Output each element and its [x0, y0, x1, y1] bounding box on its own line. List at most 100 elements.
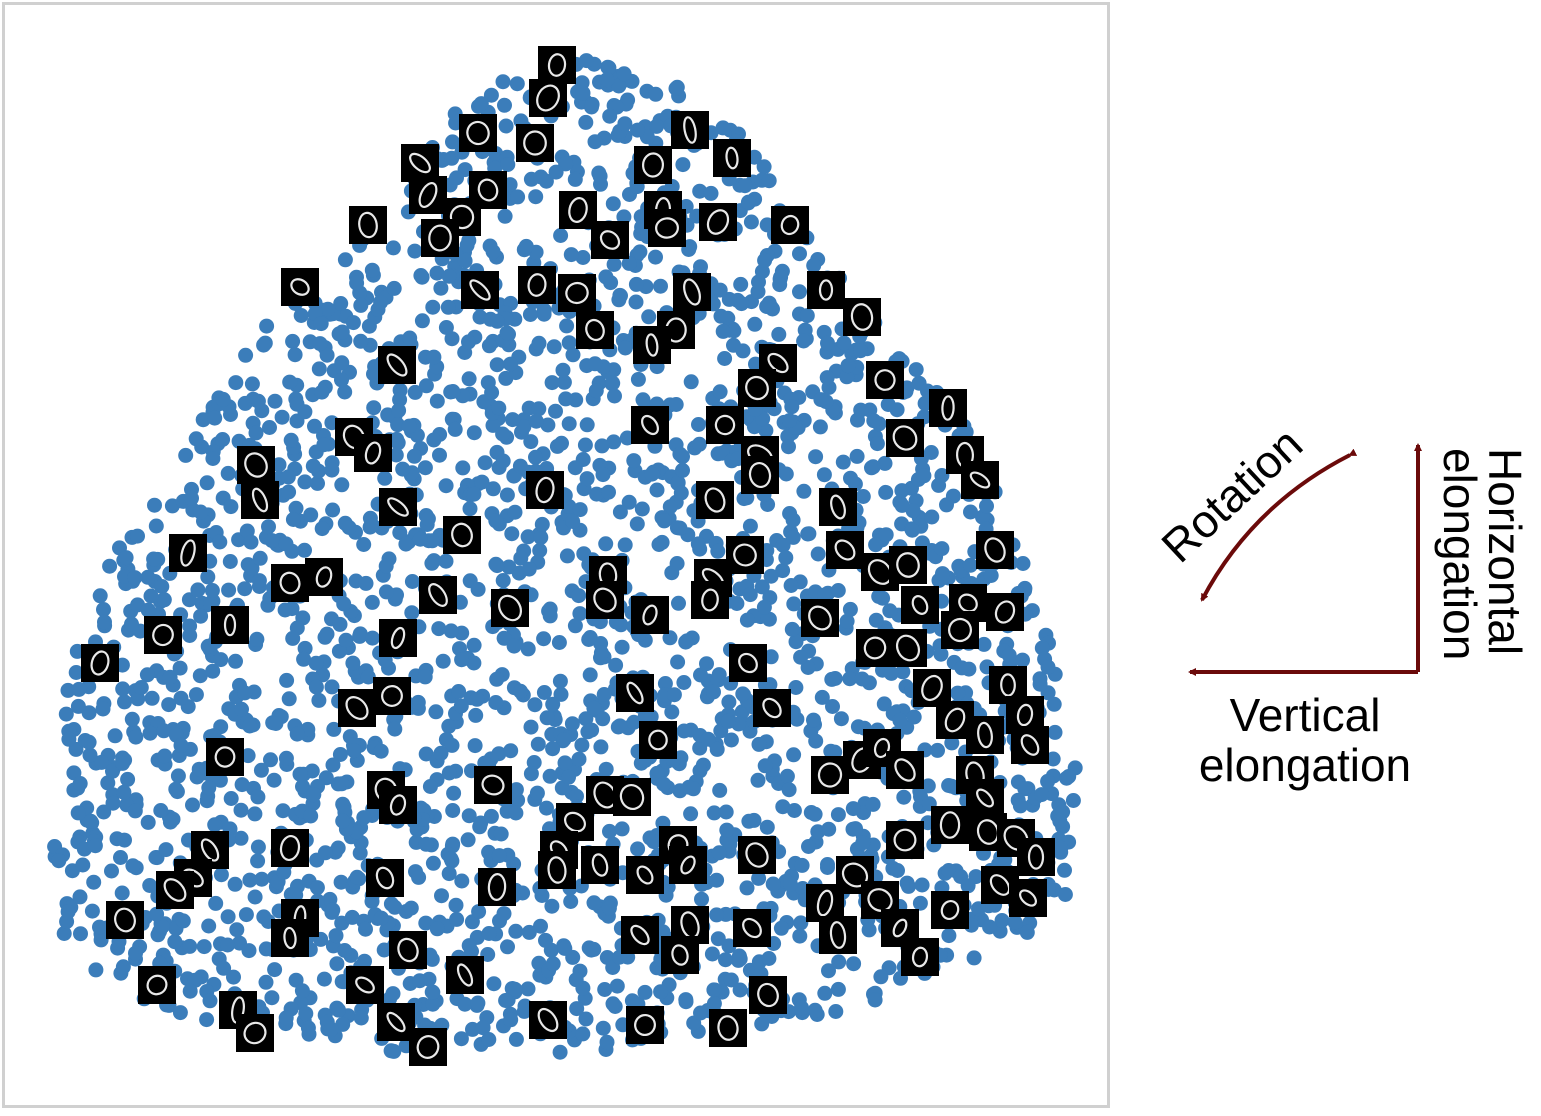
embedding-point	[741, 194, 756, 210]
digit-zero-stroke	[683, 278, 701, 306]
digit-zero-stroke	[636, 865, 654, 885]
embedding-point	[813, 392, 829, 408]
embedding-point	[140, 569, 156, 585]
embedding-point	[655, 924, 671, 940]
embedding-point	[466, 655, 482, 671]
digit-zero-thumbnail	[699, 203, 737, 241]
embedding-point	[609, 978, 625, 994]
embedding-point	[147, 497, 162, 513]
digit-zero-stroke	[163, 878, 187, 902]
digit-zero-stroke	[767, 352, 789, 374]
embedding-point	[741, 813, 757, 829]
embedding-point	[237, 581, 253, 597]
embedding-point	[601, 484, 616, 500]
embedding-point	[683, 806, 699, 822]
embedding-point	[630, 371, 646, 387]
embedding-point	[366, 366, 381, 382]
digit-zero-thumbnail	[819, 916, 857, 954]
embedding-point	[554, 435, 569, 451]
digit-zero-stroke	[892, 918, 908, 938]
digit-zero-thumbnail	[826, 531, 864, 569]
embedding-point	[634, 501, 650, 517]
embedding-point	[833, 711, 849, 727]
embedding-point	[311, 692, 327, 708]
embedding-point	[894, 497, 910, 513]
digit-zero-thumbnail	[373, 677, 411, 715]
digit-zero-thumbnail	[379, 786, 417, 824]
embedding-point	[930, 742, 945, 758]
digit-zero-thumbnail	[378, 346, 416, 384]
embedding-point	[199, 793, 215, 809]
embedding-point	[807, 806, 823, 822]
embedding-point	[324, 679, 340, 695]
digit-zero-thumbnail	[981, 866, 1019, 904]
embedding-point	[602, 823, 617, 839]
embedding-point	[963, 504, 978, 520]
embedding-point	[297, 404, 313, 420]
digit-zero-thumbnail	[419, 576, 457, 614]
digit-zero-thumbnail	[631, 406, 669, 444]
digit-zero-stroke	[469, 279, 491, 301]
embedding-point	[71, 681, 87, 697]
embedding-point	[454, 873, 470, 889]
embedding-point	[614, 821, 630, 837]
embedding-point	[139, 667, 155, 683]
embedding-point	[470, 995, 486, 1011]
embedding-point	[518, 238, 534, 254]
embedding-point	[358, 921, 373, 937]
embedding-point	[782, 876, 798, 892]
embedding-point	[144, 690, 160, 706]
embedding-point	[542, 768, 558, 784]
embedding-point	[156, 723, 172, 739]
embedding-point	[133, 680, 149, 695]
digit-zero-stroke	[911, 595, 929, 615]
embedding-point	[158, 842, 174, 858]
embedding-point	[589, 486, 605, 502]
embedding-point	[1007, 914, 1023, 930]
embedding-point	[460, 832, 476, 848]
digit-zero-stroke	[895, 634, 921, 662]
embedding-point	[434, 888, 449, 904]
embedding-point	[901, 878, 916, 894]
embedding-point	[238, 907, 254, 923]
embedding-point	[595, 467, 611, 483]
embedding-point	[527, 697, 543, 713]
embedding-point	[294, 983, 310, 999]
embedding-point	[493, 826, 509, 842]
embedding-point	[828, 1004, 844, 1019]
embedding-point	[331, 643, 347, 659]
embedding-point	[352, 845, 368, 861]
embedding-point	[452, 641, 467, 657]
embedding-point	[807, 1002, 823, 1018]
digit-zero-thumbnail	[866, 361, 904, 399]
embedding-point	[594, 438, 610, 454]
digit-zero-stroke	[733, 543, 757, 567]
embedding-point	[117, 832, 132, 848]
embedding-point	[533, 169, 549, 185]
embedding-point	[561, 769, 576, 785]
embedding-point	[489, 671, 505, 687]
embedding-point	[95, 701, 111, 717]
embedding-point	[461, 371, 477, 387]
digit-zero-thumbnail	[801, 599, 839, 637]
embedding-point	[586, 895, 602, 911]
embedding-point	[675, 157, 691, 173]
embedding-point	[873, 969, 889, 985]
digit-zero-thumbnail	[738, 836, 776, 874]
embedding-point	[248, 425, 264, 441]
digit-zero-thumbnail	[759, 344, 797, 382]
embedding-point	[259, 318, 275, 334]
digit-zero-stroke	[375, 866, 395, 890]
embedding-point	[124, 616, 139, 632]
embedding-point	[444, 331, 460, 347]
digit-zero-stroke	[451, 522, 473, 548]
embedding-point	[598, 269, 614, 285]
digit-zero-stroke	[896, 552, 920, 578]
embedding-point	[717, 351, 733, 366]
embedding-point	[895, 664, 911, 680]
digit-zero-thumbnail	[354, 434, 392, 472]
embedding-point	[325, 502, 341, 518]
embedding-point	[617, 340, 633, 356]
embedding-point	[190, 582, 206, 598]
embedding-point	[712, 282, 728, 298]
